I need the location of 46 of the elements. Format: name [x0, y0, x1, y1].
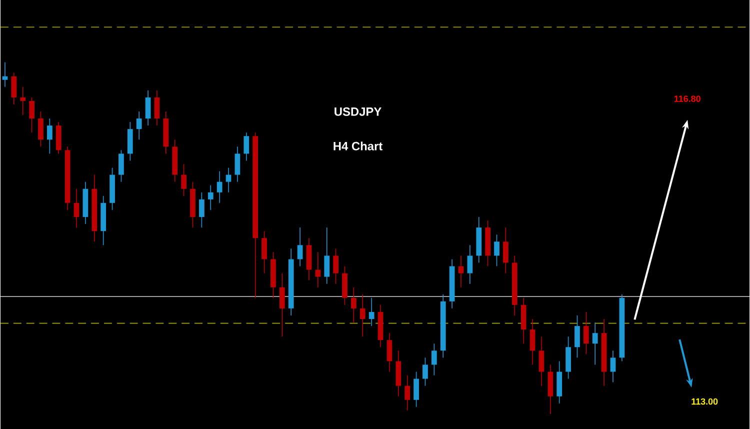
candlestick [297, 226, 303, 266]
candlestick [324, 226, 330, 284]
candlestick [333, 248, 338, 284]
candlestick [315, 252, 321, 288]
candlestick [494, 234, 500, 266]
candlestick [11, 72, 17, 105]
candlestick [38, 110, 44, 147]
candlestick [610, 350, 616, 382]
candlestick [360, 294, 366, 337]
candlestick [592, 322, 598, 365]
candlestick [262, 230, 267, 274]
text: USDJPY [334, 107, 382, 116]
candlestick [404, 374, 410, 411]
candlestick [368, 297, 374, 326]
text: 116.80 [674, 95, 700, 102]
candlestick [279, 272, 285, 337]
candlestick [181, 164, 186, 196]
candlestick [538, 336, 544, 386]
candlestick [226, 167, 232, 193]
candlestick [234, 146, 240, 182]
candlestick [74, 188, 80, 228]
candlestick [199, 192, 204, 228]
text: 113.00 [692, 398, 718, 404]
candlestick [145, 90, 151, 126]
candlestick [118, 150, 124, 182]
candlestick [136, 110, 142, 140]
text: H4 Chart [334, 141, 382, 150]
candlestick [47, 118, 52, 154]
candlestick [20, 86, 26, 116]
candlestick [208, 184, 214, 210]
candlestick [467, 244, 473, 284]
candlestick [431, 343, 437, 376]
candlestick [458, 255, 464, 288]
candlestick [583, 311, 589, 354]
candlestick [574, 314, 580, 358]
candlestick [422, 357, 428, 386]
candlestick [503, 226, 508, 274]
candlestick [414, 371, 419, 408]
candlestick [2, 62, 8, 88]
candlestick [216, 170, 222, 204]
candlestick [530, 318, 536, 365]
candlestick [244, 132, 250, 161]
candlestick [29, 96, 34, 133]
candlestick [351, 286, 356, 323]
candlestick [386, 332, 392, 372]
candlestick [154, 90, 160, 126]
